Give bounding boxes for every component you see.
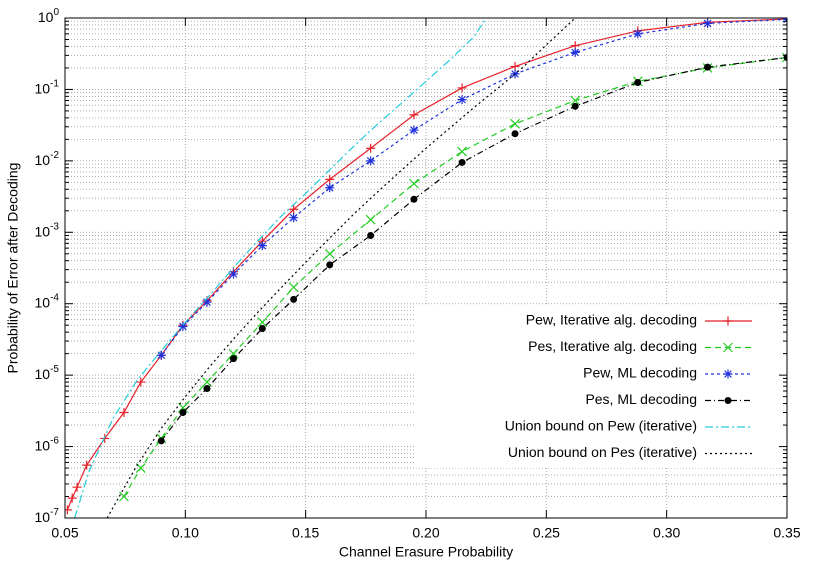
marker [324, 248, 335, 259]
marker [703, 18, 713, 28]
series-line [160, 56, 787, 442]
x-tick-label: 0.30 [653, 525, 680, 541]
marker [511, 130, 519, 138]
marker [179, 408, 187, 416]
marker [457, 83, 467, 93]
series-line [123, 56, 787, 497]
marker [723, 369, 733, 379]
marker [325, 174, 335, 184]
marker [724, 397, 732, 404]
marker [633, 29, 643, 39]
marker [257, 317, 268, 328]
marker [457, 95, 467, 105]
marker [100, 433, 110, 443]
x-tick-label: 0.20 [412, 525, 439, 541]
y-tick-label: 10-2 [35, 149, 60, 167]
marker [723, 316, 733, 326]
marker [410, 195, 418, 203]
axes: 10-7 10-6 10-5 10-4 10-3 10-2 10-1 100 0.05 0.10 0… [35, 7, 801, 541]
x-tick-label: 0.15 [292, 525, 319, 541]
marker [782, 52, 787, 63]
marker [634, 79, 642, 87]
marker [257, 241, 267, 251]
y-tick-label: 10-7 [35, 507, 60, 525]
marker [704, 63, 712, 71]
marker [366, 156, 376, 166]
marker [156, 350, 166, 360]
marker [65, 505, 72, 515]
marker [202, 297, 212, 307]
marker [570, 47, 580, 57]
marker [119, 491, 129, 502]
legend-label: Pes, Iterative alg. decoding [528, 338, 697, 354]
marker [325, 183, 335, 193]
legend-label: Union bound on Pew (iterative) [505, 418, 697, 434]
series-line [74, 18, 487, 518]
marker [228, 348, 239, 359]
marker [457, 146, 468, 157]
marker [367, 232, 375, 240]
marker [119, 407, 129, 417]
marker [326, 261, 334, 269]
marker [82, 460, 92, 470]
legend-label: Pew, ML decoding [583, 365, 697, 381]
y-axis-label: Probability of Error after Decoding [5, 163, 21, 374]
plot-area [65, 18, 787, 518]
marker [289, 213, 299, 223]
marker [409, 178, 419, 189]
y-tick-label: 100 [38, 7, 60, 25]
marker [571, 102, 579, 110]
marker [157, 437, 165, 445]
y-tick-label: 10-3 [35, 221, 60, 239]
legend: Pew, Iterative alg. decoding Pes, Iterati… [415, 305, 786, 468]
series-line [160, 18, 787, 356]
x-axis-label: Channel Erasure Probability [339, 544, 513, 560]
marker [258, 324, 266, 332]
x-tick-label: 0.10 [172, 525, 199, 541]
legend-label: Pes, ML decoding [585, 391, 697, 407]
marker [178, 321, 188, 331]
marker [289, 204, 299, 214]
legend-box [415, 305, 786, 468]
marker [409, 125, 419, 135]
marker [570, 95, 581, 106]
x-tick-label: 0.05 [51, 525, 78, 541]
marker [72, 482, 82, 492]
y-tick-label: 10-4 [35, 292, 60, 310]
marker [510, 118, 520, 129]
y-tick-label: 10-6 [35, 435, 60, 453]
marker [290, 295, 298, 303]
x-tick-label: 0.25 [533, 525, 560, 541]
marker [723, 342, 733, 353]
marker [288, 282, 299, 293]
series-line [66, 18, 787, 511]
y-tick-label: 10-5 [35, 364, 60, 382]
marker [67, 493, 77, 503]
legend-label: Union bound on Pes (iterative) [508, 444, 697, 460]
x-tick-label: 0.35 [773, 525, 800, 541]
marker [458, 158, 466, 166]
legend-label: Pew, Iterative alg. decoding [526, 312, 697, 328]
marker [228, 269, 238, 279]
marker [203, 385, 211, 393]
marker [409, 110, 419, 120]
marker [365, 214, 376, 225]
marker [136, 377, 146, 387]
marker [366, 143, 376, 153]
y-tick-label: 10-1 [35, 78, 60, 96]
marker [229, 355, 237, 363]
